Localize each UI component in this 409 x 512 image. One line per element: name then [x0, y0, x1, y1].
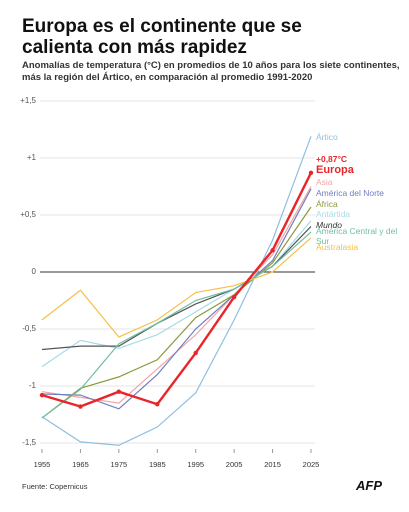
legend-label: África — [316, 199, 338, 209]
legend-label: Australasia — [316, 242, 359, 252]
x-tick-label: 1965 — [72, 460, 89, 469]
y-tick-label: 0 — [32, 267, 37, 276]
source: Fuente: Copernicus — [22, 482, 88, 491]
series-line — [41, 206, 312, 419]
point — [39, 392, 45, 398]
y-tick-label: -1 — [29, 381, 37, 390]
y-tick-label: +1 — [27, 153, 37, 162]
point — [270, 248, 275, 253]
point — [308, 170, 314, 176]
y-tick-label: +1,5 — [20, 96, 36, 105]
y-tick-label: +0,5 — [20, 210, 36, 219]
series-line — [41, 186, 312, 404]
point — [231, 294, 237, 300]
x-tick-label: 2025 — [303, 460, 320, 469]
x-tick-label: 1985 — [149, 460, 166, 469]
y-tick-label: -0,5 — [22, 324, 36, 333]
legend-label: Europa — [316, 164, 354, 176]
value-label: +0,87°C — [316, 154, 348, 164]
point — [78, 404, 83, 409]
chart-subtitle: Anomalías de temperatura (°C) en promedi… — [22, 60, 400, 83]
point — [193, 350, 198, 356]
x-tick-label: 2015 — [264, 460, 281, 469]
series-line — [41, 136, 312, 446]
legend-label: Asia — [316, 177, 333, 187]
x-tick-label: 1995 — [187, 460, 204, 469]
x-tick-label: 1975 — [111, 460, 128, 469]
legend-label: Ártico — [316, 132, 338, 142]
series-line — [41, 237, 312, 338]
series-line — [41, 172, 313, 408]
legend-label: Mundo — [316, 220, 342, 230]
series-line — [41, 220, 312, 368]
point — [116, 389, 122, 394]
series-line — [41, 231, 312, 419]
legend-label: América Central y del Sur — [316, 226, 398, 246]
series-line — [41, 188, 312, 410]
logo: AFP — [356, 478, 382, 493]
legend-label: América del Norte — [316, 188, 385, 198]
point — [155, 402, 160, 407]
y-tick-label: -1,5 — [22, 438, 36, 447]
x-tick-label: 1955 — [34, 460, 51, 469]
legend-label: Antártida — [316, 209, 351, 219]
chart-title: Europa es el continente que se calienta … — [22, 16, 302, 58]
x-tick-label: 2005 — [226, 460, 243, 469]
